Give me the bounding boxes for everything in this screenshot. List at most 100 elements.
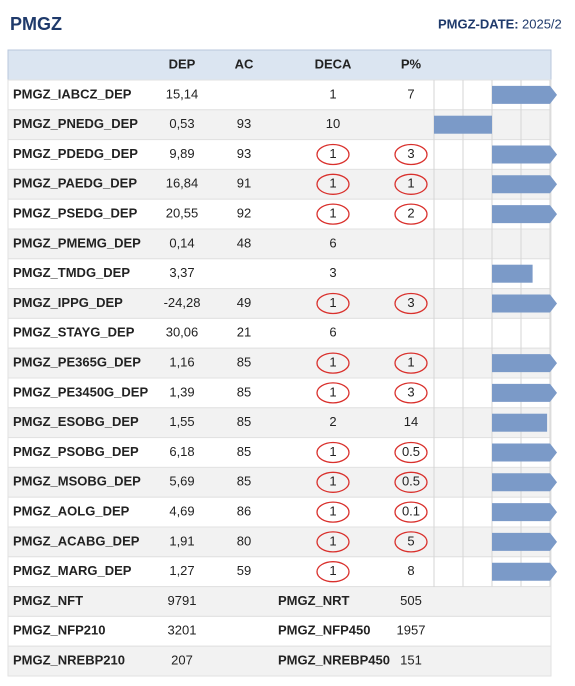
deca-value: 1 bbox=[329, 176, 336, 191]
dep-value: 1,16 bbox=[169, 355, 194, 370]
row-background bbox=[7, 466, 552, 498]
summary-value: 1957 bbox=[397, 623, 426, 638]
dep-value: 5,69 bbox=[169, 474, 194, 489]
column-header: AC bbox=[235, 56, 254, 71]
column-header: DECA bbox=[315, 56, 352, 71]
row-name: PMGZ_PE3450G_DEP bbox=[13, 384, 148, 399]
ac-value: 93 bbox=[237, 146, 251, 161]
dep-value: 1,91 bbox=[169, 533, 194, 548]
column-header: DEP bbox=[169, 56, 196, 71]
circle-highlight bbox=[316, 143, 350, 166]
circle-highlight bbox=[394, 471, 428, 493]
deca-value: 1 bbox=[329, 563, 336, 578]
circle-highlight bbox=[316, 352, 350, 374]
p-value: 1 bbox=[407, 355, 414, 370]
circle-highlight bbox=[394, 501, 428, 523]
bar bbox=[492, 294, 557, 313]
row-name: PMGZ_PAEDG_DEP bbox=[13, 176, 137, 191]
p-value: 3 bbox=[407, 295, 414, 310]
deca-value: 2 bbox=[329, 414, 336, 429]
circle-highlight bbox=[394, 173, 428, 195]
date-label: PMGZ-DATE: bbox=[438, 16, 519, 31]
ac-value: 85 bbox=[237, 444, 251, 459]
bar bbox=[492, 383, 557, 402]
p-value: 0.5 bbox=[402, 474, 420, 489]
bar bbox=[492, 85, 557, 104]
row-background bbox=[7, 586, 552, 617]
dep-value: 1,55 bbox=[169, 414, 194, 429]
summary-label: PMGZ_NFT bbox=[13, 593, 83, 608]
circle-highlight bbox=[316, 501, 350, 523]
p-value: 2 bbox=[407, 206, 414, 221]
bar bbox=[434, 115, 492, 134]
bar bbox=[492, 145, 557, 164]
deca-value: 1 bbox=[329, 474, 336, 489]
row-name: PMGZ_TMDG_DEP bbox=[13, 265, 130, 280]
p-value: 3 bbox=[407, 384, 414, 399]
row-background bbox=[7, 79, 552, 111]
p-value: 0.5 bbox=[402, 444, 420, 459]
row-name: PMGZ_STAYG_DEP bbox=[13, 325, 135, 340]
row-name: PMGZ_MSOBG_DEP bbox=[13, 474, 141, 489]
header-row bbox=[7, 49, 552, 81]
bar bbox=[492, 532, 557, 551]
row-name: PMGZ_ESOBG_DEP bbox=[13, 414, 139, 429]
ac-value: 85 bbox=[237, 384, 251, 399]
bar bbox=[492, 503, 557, 522]
dep-value: 0,53 bbox=[169, 116, 194, 131]
ac-value: 48 bbox=[237, 235, 251, 250]
summary-label: PMGZ_NREBP210 bbox=[13, 653, 125, 668]
deca-value: 1 bbox=[329, 295, 336, 310]
ac-value: 93 bbox=[237, 116, 251, 131]
circle-highlight bbox=[394, 531, 428, 553]
row-name: PMGZ_PNEDG_DEP bbox=[13, 116, 138, 131]
p-value: 8 bbox=[407, 563, 414, 578]
circle-highlight bbox=[316, 471, 350, 493]
row-background bbox=[7, 228, 552, 260]
ac-value: 59 bbox=[237, 563, 251, 578]
ac-value: 92 bbox=[237, 206, 251, 221]
p-value: 7 bbox=[407, 86, 414, 101]
circle-highlight bbox=[394, 292, 428, 315]
ac-value: 49 bbox=[237, 295, 251, 310]
bar bbox=[492, 205, 557, 224]
row-background bbox=[7, 288, 552, 319]
circle-highlight bbox=[394, 382, 428, 404]
bar bbox=[492, 443, 557, 462]
ac-value: 86 bbox=[237, 504, 251, 519]
dep-value: 15,14 bbox=[166, 86, 199, 101]
dep-value: 3,37 bbox=[169, 265, 194, 280]
summary-label: PMGZ_NFP450 bbox=[278, 623, 370, 638]
summary-value: 505 bbox=[400, 593, 422, 608]
row-name: PMGZ_IPPG_DEP bbox=[13, 295, 123, 310]
deca-value: 6 bbox=[329, 325, 336, 340]
p-value: 0.1 bbox=[402, 504, 420, 519]
deca-value: 1 bbox=[329, 86, 336, 101]
summary-value: 9791 bbox=[168, 593, 197, 608]
circle-highlight bbox=[394, 441, 428, 464]
row-name: PMGZ_PMEMG_DEP bbox=[13, 235, 141, 250]
bar bbox=[492, 562, 557, 581]
dep-value: 9,89 bbox=[169, 146, 194, 161]
circle-highlight bbox=[316, 203, 350, 225]
deca-value: 1 bbox=[329, 444, 336, 459]
dep-value: 0,14 bbox=[169, 235, 194, 250]
row-name: PMGZ_MARG_DEP bbox=[13, 563, 132, 578]
circle-highlight bbox=[316, 531, 350, 553]
row-background bbox=[7, 139, 552, 170]
dep-value: 1,39 bbox=[169, 384, 194, 399]
circle-highlight bbox=[394, 143, 428, 166]
circle-highlight bbox=[316, 561, 350, 583]
ac-value: 85 bbox=[237, 474, 251, 489]
summary-value: 151 bbox=[400, 653, 422, 668]
dep-value: 30,06 bbox=[166, 325, 199, 340]
row-background bbox=[7, 407, 552, 439]
p-value: 14 bbox=[404, 414, 418, 429]
circle-highlight bbox=[316, 441, 350, 464]
bar bbox=[492, 264, 533, 283]
bar bbox=[492, 354, 557, 373]
ac-value: 85 bbox=[237, 414, 251, 429]
row-name: PMGZ_IABCZ_DEP bbox=[13, 86, 132, 101]
dep-value: 6,18 bbox=[169, 444, 194, 459]
